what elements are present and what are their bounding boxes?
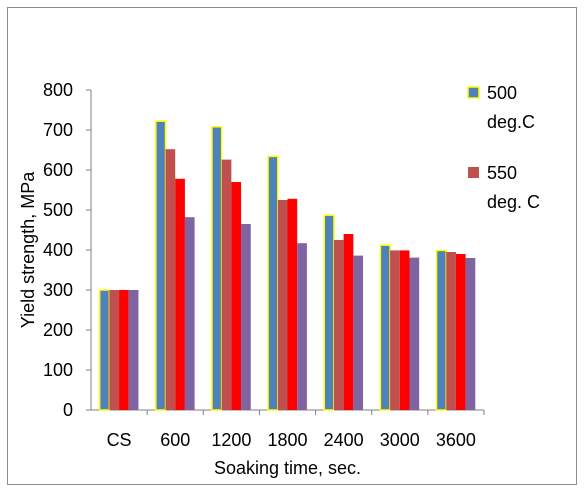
bar-3-3000: [399, 250, 410, 410]
y-tick-label-100: 100: [43, 360, 73, 380]
bar-2-1800: [277, 200, 288, 410]
y-tick-label-700: 700: [43, 120, 73, 140]
bar-2-3000: [390, 250, 400, 410]
legend-label-1-line2: deg.C: [487, 112, 535, 132]
y-tick-label-0: 0: [63, 400, 73, 420]
y-tick-label-800: 800: [43, 80, 73, 100]
legend-swatch-2: [468, 167, 479, 178]
x-tick-label-1200: 1200: [211, 430, 251, 450]
y-axis-title: Yield strength, MPa: [18, 171, 38, 328]
bar-3-600: [175, 178, 185, 410]
bar-3-1200: [231, 182, 242, 410]
bar-4-CS: [128, 290, 139, 410]
x-tick-label-3600: 3600: [436, 430, 476, 450]
x-tick-label-2400: 2400: [324, 430, 364, 450]
bar-2-2400: [333, 240, 344, 410]
bar-4-2400: [353, 255, 364, 410]
y-tick-label-600: 600: [43, 160, 73, 180]
bar-3-1800: [287, 198, 298, 410]
bar-1-CS: [98, 289, 111, 411]
bar-1-600: [155, 120, 167, 411]
y-tick-label-200: 200: [43, 320, 73, 340]
x-tick-label-CS: CS: [107, 430, 132, 450]
bar-2-3600: [446, 252, 456, 410]
bar-1-2400: [323, 214, 335, 411]
bar-4-1200: [241, 224, 251, 410]
x-tick-label-600: 600: [160, 430, 190, 450]
bar-2-CS: [109, 290, 120, 410]
legend-swatch-1: [467, 86, 480, 99]
y-tick-label-300: 300: [43, 280, 73, 300]
bar-2-1200: [221, 159, 232, 410]
legend-label-2-line2: deg. C: [487, 192, 540, 212]
x-axis-title: Soaking time, sec.: [214, 458, 361, 478]
bar-1-3000: [379, 244, 391, 411]
bar-3-CS: [119, 290, 129, 410]
bar-3-2400: [343, 234, 354, 410]
bar-4-3600: [465, 258, 476, 410]
bar-3-3600: [455, 254, 466, 410]
y-tick-label-400: 400: [43, 240, 73, 260]
legend-label-2-line1: 550: [487, 163, 517, 183]
bar-4-600: [184, 217, 195, 410]
x-tick-label-1800: 1800: [267, 430, 307, 450]
bar-4-3000: [409, 257, 420, 410]
bar-1-3600: [435, 249, 447, 411]
x-tick-label-3000: 3000: [380, 430, 420, 450]
legend-label-1-line1: 500: [487, 83, 517, 103]
bar-1-1200: [211, 126, 223, 411]
bar-1-1800: [267, 155, 279, 411]
bar-2-600: [165, 149, 176, 410]
bar-4-1800: [297, 243, 307, 410]
y-tick-label-500: 500: [43, 200, 73, 220]
